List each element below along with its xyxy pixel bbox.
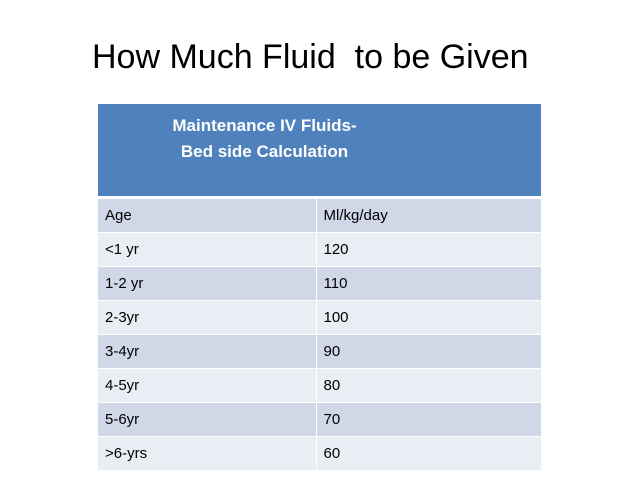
- header-line-2: Bed side Calculation: [180, 142, 349, 161]
- header-line-1: Maintenance IV Fluids-: [172, 116, 357, 135]
- age-column-label: Age: [98, 197, 317, 233]
- age-cell: 3-4yr: [98, 334, 317, 369]
- table-row: 3-4yr 90: [98, 334, 541, 369]
- age-cell: >6-yrs: [98, 436, 317, 471]
- rate-cell: 120: [316, 232, 541, 267]
- table-row: 4-5yr 80: [98, 368, 541, 403]
- table-row: 1-2 yr 110: [98, 266, 541, 301]
- rate-cell: 60: [316, 436, 541, 471]
- table-row-column-labels: Age Ml/kg/day: [98, 197, 541, 233]
- maintenance-fluids-table: Maintenance IV Fluids- Bed side Calculat…: [98, 104, 541, 471]
- table-row: 5-6yr 70: [98, 402, 541, 437]
- rate-cell: 90: [316, 334, 541, 369]
- table-header-cell: Maintenance IV Fluids- Bed side Calculat…: [98, 104, 541, 199]
- table-row: 2-3yr 100: [98, 300, 541, 335]
- table-row: >6-yrs 60: [98, 436, 541, 471]
- slide-title: How Much Fluid to be Given: [92, 38, 529, 76]
- rate-cell: 110: [316, 266, 541, 301]
- rate-cell: 70: [316, 402, 541, 437]
- table-header-row: Maintenance IV Fluids- Bed side Calculat…: [98, 104, 541, 199]
- age-cell: 1-2 yr: [98, 266, 317, 301]
- table-row: <1 yr 120: [98, 232, 541, 267]
- age-cell: 4-5yr: [98, 368, 317, 403]
- age-cell: 5-6yr: [98, 402, 317, 437]
- age-cell: <1 yr: [98, 232, 317, 267]
- rate-cell: 100: [316, 300, 541, 335]
- rate-column-label: Ml/kg/day: [316, 197, 541, 233]
- age-cell: 2-3yr: [98, 300, 317, 335]
- rate-cell: 80: [316, 368, 541, 403]
- table-header-title: Maintenance IV Fluids- Bed side Calculat…: [98, 104, 431, 165]
